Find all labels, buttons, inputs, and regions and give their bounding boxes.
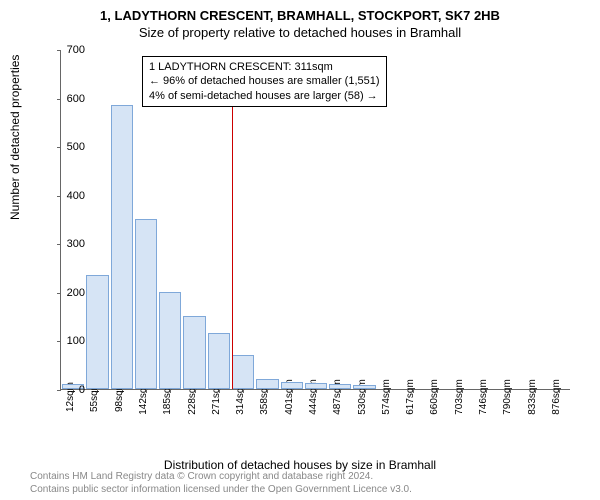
annotation-box: 1 LADYTHORN CRESCENT: 311sqm ← 96% of de… (142, 56, 387, 107)
y-tick-label: 300 (67, 238, 85, 250)
x-tick-label: 660sqm (429, 379, 440, 415)
y-axis-label: Number of detached properties (8, 55, 22, 220)
x-tick-label: 574sqm (381, 379, 392, 415)
annotation-line2: ← 96% of detached houses are smaller (1,… (149, 74, 380, 88)
histogram-bar (305, 383, 327, 389)
histogram-bar (329, 384, 351, 389)
x-tick-label: 617sqm (405, 379, 416, 415)
x-tick-label: 833sqm (527, 379, 538, 415)
x-tick-label: 876sqm (551, 379, 562, 415)
chart-title-sub: Size of property relative to detached ho… (0, 23, 600, 40)
chart-title-main: 1, LADYTHORN CRESCENT, BRAMHALL, STOCKPO… (0, 0, 600, 23)
histogram-bar (135, 219, 157, 389)
annotation-line3: 4% of semi-detached houses are larger (5… (149, 89, 380, 103)
footer-line1: Contains HM Land Registry data © Crown c… (30, 470, 412, 483)
x-tick-label: 703sqm (454, 379, 465, 415)
y-tick-mark (57, 50, 61, 51)
y-tick-label: 700 (67, 44, 85, 56)
x-tick-label: 790sqm (502, 379, 513, 415)
histogram-bar (183, 316, 205, 389)
chart-container: 12sqm55sqm98sqm142sqm185sqm228sqm271sqm3… (60, 50, 570, 390)
footer-attribution: Contains HM Land Registry data © Crown c… (30, 470, 412, 496)
histogram-bar (232, 355, 254, 389)
y-tick-mark (57, 196, 61, 197)
reference-line (232, 66, 233, 389)
histogram-bar (159, 292, 181, 389)
histogram-bar (111, 105, 133, 389)
histogram-bar (281, 382, 303, 389)
y-tick-mark (57, 147, 61, 148)
y-tick-label: 100 (67, 335, 85, 347)
y-tick-mark (57, 244, 61, 245)
y-tick-label: 200 (67, 287, 85, 299)
y-tick-mark (57, 390, 61, 391)
y-tick-label: 500 (67, 141, 85, 153)
y-tick-label: 600 (67, 93, 85, 105)
y-tick-label: 0 (79, 384, 85, 396)
y-tick-mark (57, 341, 61, 342)
y-tick-mark (57, 99, 61, 100)
footer-line2: Contains public sector information licen… (30, 483, 412, 496)
histogram-bar (256, 379, 278, 389)
annotation-line1: 1 LADYTHORN CRESCENT: 311sqm (149, 60, 380, 74)
x-tick-label: 746sqm (478, 379, 489, 415)
y-tick-label: 400 (67, 190, 85, 202)
y-tick-mark (57, 293, 61, 294)
histogram-bar (86, 275, 108, 389)
histogram-bar (208, 333, 230, 389)
histogram-bar (353, 385, 375, 389)
